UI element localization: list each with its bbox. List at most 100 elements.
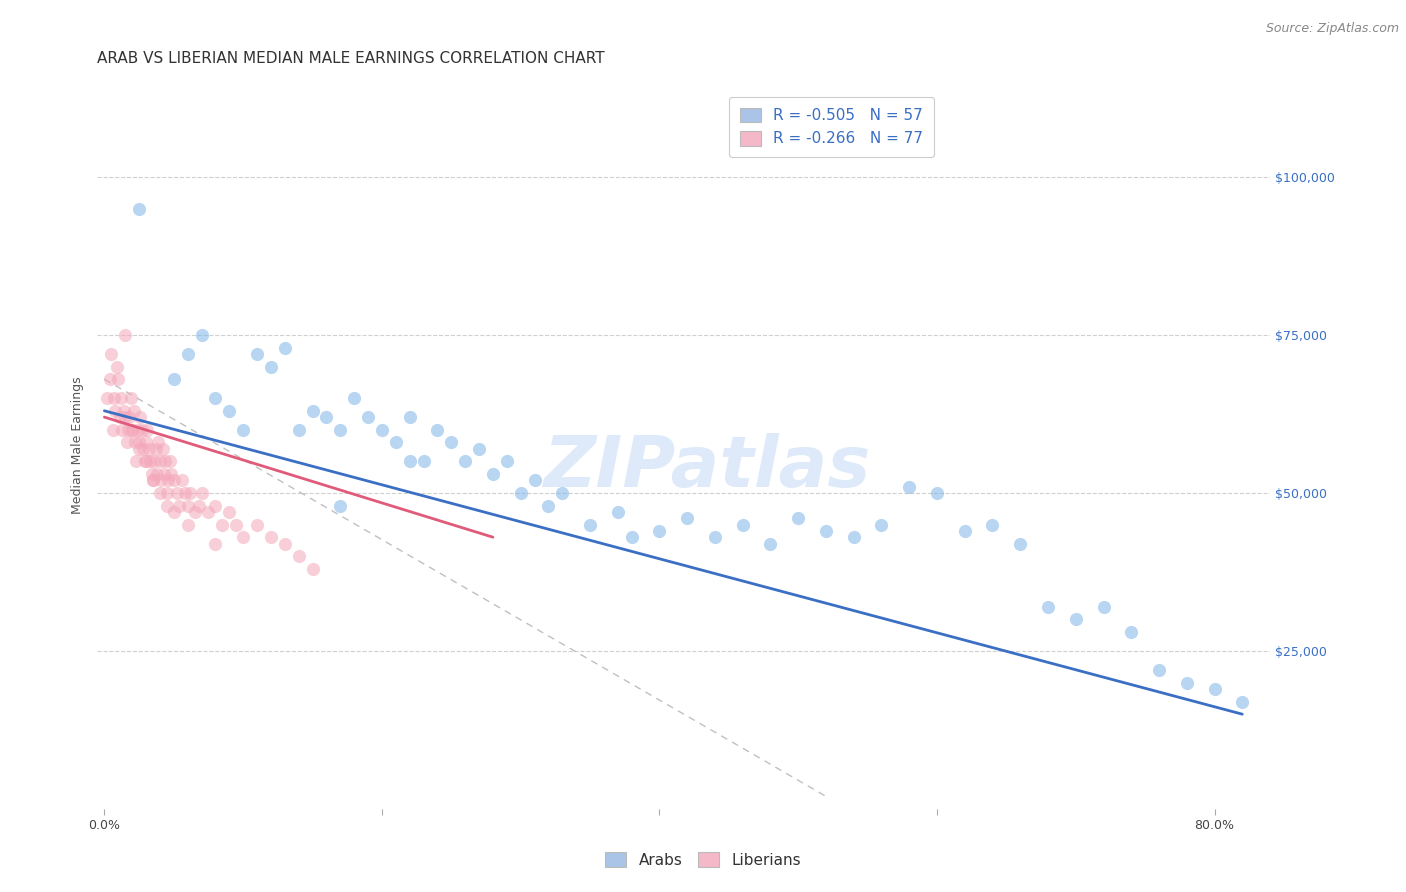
Point [146, 467, 169, 481]
Point [731, 517, 754, 532]
Point [127, 423, 149, 437]
Point [103, 391, 125, 405]
Point [925, 486, 948, 500]
Point [110, 391, 132, 405]
Point [176, 517, 198, 532]
Text: ARAB VS LIBERIAN MEDIAN MALE EARNINGS CORRELATION CHART: ARAB VS LIBERIAN MEDIAN MALE EARNINGS CO… [97, 51, 605, 66]
Point [315, 410, 337, 425]
Point [112, 404, 135, 418]
Point [108, 410, 131, 425]
Point [329, 423, 352, 437]
Point [148, 435, 170, 450]
Point [152, 442, 174, 456]
Point [287, 549, 309, 564]
Point [160, 467, 183, 481]
Point [179, 486, 201, 500]
Point [166, 486, 188, 500]
Point [136, 423, 159, 437]
Point [384, 435, 406, 450]
Point [412, 454, 434, 468]
Point [118, 410, 141, 425]
Point [246, 347, 269, 361]
Point [114, 327, 136, 342]
Point [134, 454, 156, 468]
Point [870, 517, 893, 532]
Point [135, 435, 157, 450]
Point [142, 473, 165, 487]
Point [787, 511, 810, 525]
Text: ZIPatlas: ZIPatlas [544, 433, 870, 502]
Point [149, 454, 172, 468]
Point [101, 423, 124, 437]
Point [398, 410, 420, 425]
Point [121, 423, 143, 437]
Point [454, 454, 477, 468]
Point [176, 499, 198, 513]
Point [139, 454, 162, 468]
Point [1064, 612, 1087, 626]
Point [274, 341, 297, 355]
Point [482, 467, 505, 481]
Point [135, 454, 157, 468]
Point [111, 423, 134, 437]
Point [105, 359, 128, 374]
Point [163, 473, 186, 487]
Point [842, 530, 865, 544]
Legend: R = -0.505   N = 57, R = -0.266   N = 77: R = -0.505 N = 57, R = -0.266 N = 77 [730, 97, 934, 157]
Point [329, 499, 352, 513]
Point [1010, 536, 1032, 550]
Point [143, 454, 166, 468]
Point [156, 486, 179, 500]
Point [96, 391, 118, 405]
Point [426, 423, 449, 437]
Point [125, 454, 148, 468]
Point [551, 486, 574, 500]
Legend: Arabs, Liberians: Arabs, Liberians [598, 845, 808, 875]
Point [120, 391, 142, 405]
Point [169, 499, 191, 513]
Point [155, 454, 177, 468]
Point [343, 391, 366, 405]
Point [232, 530, 254, 544]
Point [128, 442, 150, 456]
Point [128, 202, 150, 216]
Point [98, 372, 121, 386]
Point [176, 347, 198, 361]
Point [523, 473, 546, 487]
Point [676, 511, 699, 525]
Point [260, 530, 283, 544]
Point [398, 454, 420, 468]
Point [537, 499, 560, 513]
Point [246, 517, 269, 532]
Point [274, 536, 297, 550]
Point [114, 410, 136, 425]
Point [138, 442, 160, 456]
Point [157, 473, 180, 487]
Point [218, 505, 240, 519]
Point [606, 505, 628, 519]
Point [173, 486, 195, 500]
Point [129, 410, 152, 425]
Point [211, 517, 233, 532]
Point [579, 517, 602, 532]
Point [759, 536, 782, 550]
Point [117, 423, 139, 437]
Point [107, 372, 129, 386]
Point [204, 536, 226, 550]
Point [190, 327, 212, 342]
Point [204, 499, 226, 513]
Point [142, 473, 165, 487]
Point [898, 480, 921, 494]
Text: Source: ZipAtlas.com: Source: ZipAtlas.com [1265, 22, 1399, 36]
Point [124, 435, 146, 450]
Point [190, 486, 212, 500]
Point [232, 423, 254, 437]
Point [197, 505, 219, 519]
Point [153, 467, 176, 481]
Point [159, 454, 181, 468]
Point [953, 524, 976, 538]
Point [371, 423, 394, 437]
Point [357, 410, 380, 425]
Point [440, 435, 463, 450]
Point [1092, 599, 1115, 614]
